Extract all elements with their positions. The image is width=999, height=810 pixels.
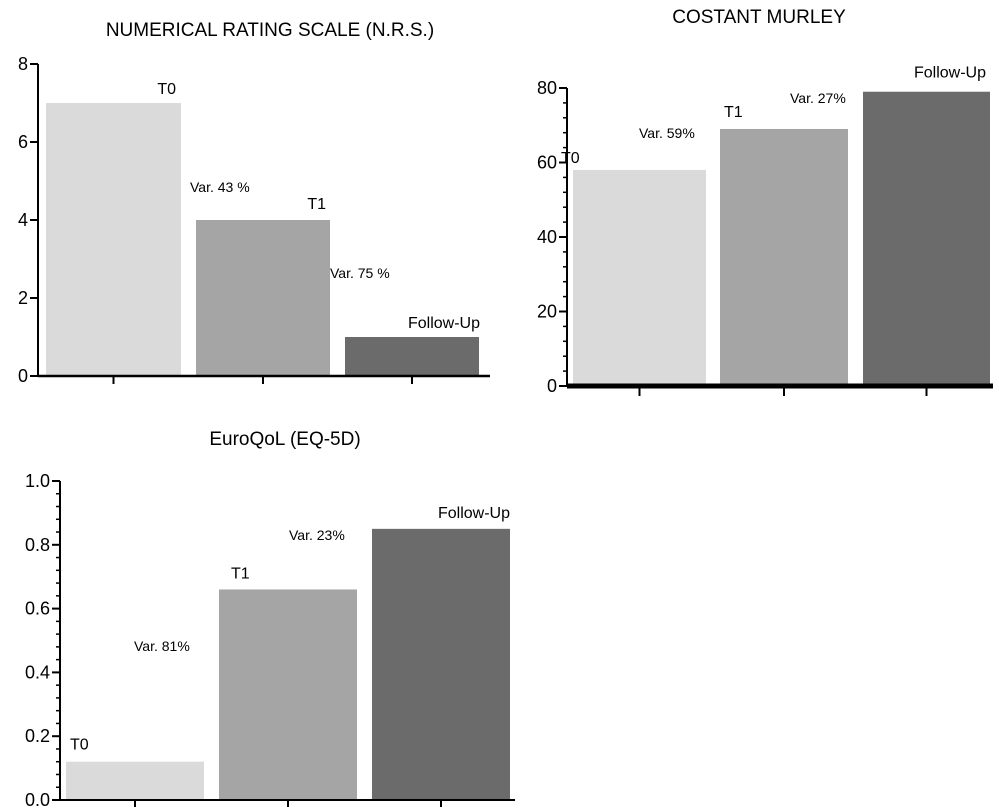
y-tick-label: 4 xyxy=(18,210,28,230)
bar-label: T1 xyxy=(307,196,326,213)
y-tick-label: 1.0 xyxy=(25,471,50,491)
bar-t0 xyxy=(46,103,181,376)
bar-follow-up xyxy=(863,91,990,386)
bar-t0 xyxy=(66,761,204,800)
bar-label: T0 xyxy=(561,150,580,167)
variation-annotation: Var. 23% xyxy=(289,527,345,543)
bar-t0 xyxy=(573,169,706,386)
variation-annotation: Var. 43 % xyxy=(190,179,250,195)
chart-1: NUMERICAL RATING SCALE (N.R.S.) T0 T1 Follo… xyxy=(18,20,490,386)
bar-follow-up xyxy=(345,337,479,376)
chart-title: COSTANT MURLEY xyxy=(672,7,846,28)
variation-annotation: Var. 81% xyxy=(134,638,190,654)
y-tick-label: 0.6 xyxy=(25,599,50,619)
bar-label: T1 xyxy=(724,104,743,121)
bar-label: Follow-Up xyxy=(408,315,480,332)
y-tick-label: 60 xyxy=(537,153,557,173)
variation-annotation: Var. 59% xyxy=(639,125,695,141)
chart-title: NUMERICAL RATING SCALE (N.R.S.) xyxy=(106,20,434,41)
bar-label: T0 xyxy=(70,737,89,754)
y-tick-label: 8 xyxy=(18,54,28,74)
bar-label: Follow-Up xyxy=(438,505,510,522)
y-tick-label: 2 xyxy=(18,288,28,308)
bar-label: T1 xyxy=(231,565,250,582)
variation-annotation: Var. 27% xyxy=(790,90,846,106)
y-tick-label: 0.4 xyxy=(25,662,50,682)
bar-t1 xyxy=(219,589,357,800)
y-tick-label: 80 xyxy=(537,78,557,98)
y-tick-label: 6 xyxy=(18,132,28,152)
y-tick-label: 0 xyxy=(547,376,557,396)
y-tick-label: 0.8 xyxy=(25,535,50,555)
y-tick-label: 40 xyxy=(537,227,557,247)
bar-label: Follow-Up xyxy=(914,65,986,82)
y-tick-label: 0 xyxy=(18,366,28,386)
y-tick-label: 0.2 xyxy=(25,726,50,746)
chart-title: EuroQoL (EQ-5D) xyxy=(209,429,360,450)
bar-t1 xyxy=(196,220,330,376)
bar-label: T0 xyxy=(157,81,176,98)
y-tick-label: 0.0 xyxy=(25,790,50,810)
bar-follow-up xyxy=(372,528,510,800)
variation-annotation: Var. 75 % xyxy=(330,265,390,281)
bar-t1 xyxy=(720,128,848,386)
chart-2: COSTANT MURLEY T0 T1 Follow-Up Var. 59% Var. … xyxy=(537,7,993,396)
chart-3: EuroQoL (EQ-5D) T0 T1 Follow-Up Var. 81% Var.… xyxy=(25,429,515,810)
y-tick-label: 20 xyxy=(537,302,557,322)
